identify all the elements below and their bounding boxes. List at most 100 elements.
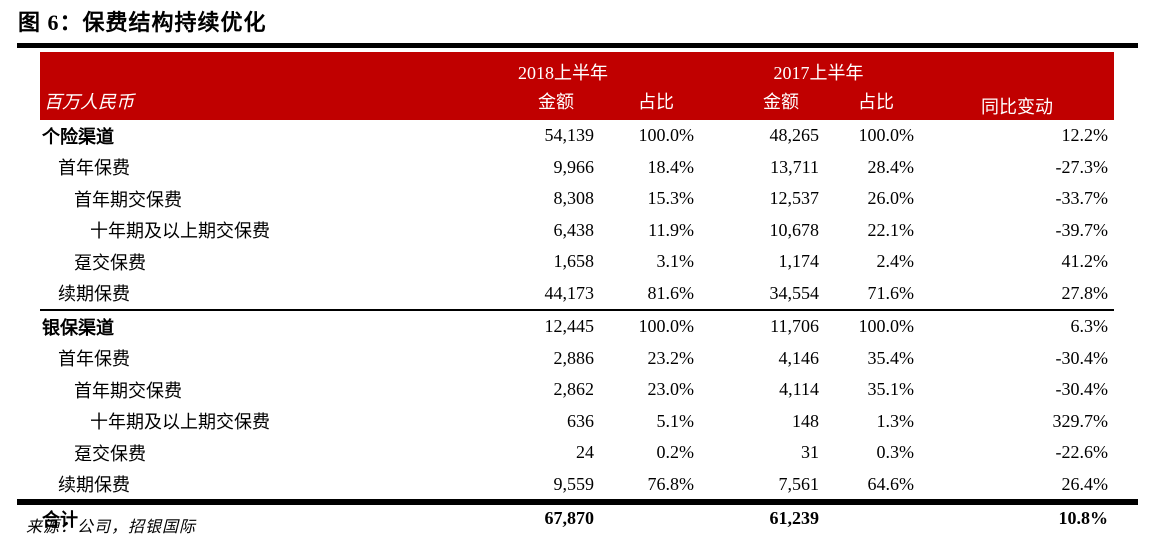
cell-amount-2017h1: 48,265 — [769, 125, 820, 146]
cell-share-2018h1: 100.0% — [600, 309, 700, 343]
table-row: 续期保费 9,559 76.8% 7,561 64.6% 26.4% — [40, 469, 1114, 502]
table-header: 2018上半年 2017上半年 同比变动 百万人民币 金额 占比 金额 占比 — [40, 52, 1114, 120]
premium-structure-table: 2018上半年 2017上半年 同比变动 百万人民币 金额 占比 金额 占比 个… — [40, 52, 1114, 535]
cell-yoy-change: -30.4% — [1055, 379, 1109, 400]
cell-amount-2017h1: 148 — [792, 410, 819, 431]
cell-yoy-change: -27.3% — [1055, 156, 1109, 177]
cell-share-2018h1: 5.1% — [656, 410, 695, 431]
cell-share-2017h1: 28.4% — [867, 156, 915, 177]
cell-share-2018h1: 15.3% — [647, 188, 695, 209]
header-spacer — [40, 52, 440, 86]
unit-label: 百万人民币 — [40, 86, 440, 120]
cell-share-2018h1: 23.2% — [647, 347, 695, 368]
cell-yoy-change: 6.3% — [920, 309, 1114, 343]
row-label: 续期保费 — [58, 475, 130, 496]
cell-amount-2017h1: 4,114 — [779, 379, 819, 400]
row-label: 十年期及以上期交保费 — [90, 412, 270, 433]
row-label: 首年期交保费 — [74, 189, 182, 210]
header-sub-row: 百万人民币 金额 占比 金额 占比 — [40, 86, 1114, 120]
cell-amount-2017h1: 10,678 — [769, 219, 820, 240]
table-body: 个险渠道 54,139 100.0% 48,265 100.0% 12.2% 首… — [40, 120, 1114, 535]
row-label: 十年期及以上期交保费 — [90, 221, 270, 242]
cell-yoy-change: 329.7% — [1052, 410, 1109, 431]
cell-share-2017h1: 100.0% — [825, 309, 920, 343]
cell-amount-2017h1: 7,561 — [778, 473, 820, 494]
cell-share-2018h1: 3.1% — [656, 251, 695, 272]
cell-amount-2017h1: 12,537 — [769, 188, 820, 209]
cell-share-2017h1: 100.0% — [858, 125, 915, 146]
row-label: 续期保费 — [58, 284, 130, 305]
cell-share-2017h1: 35.1% — [867, 379, 915, 400]
cell-yoy-change: -22.6% — [1055, 442, 1109, 463]
cell-amount-2018h1: 12,445 — [440, 309, 600, 343]
cell-amount-2017h1: 11,706 — [700, 309, 825, 343]
cell-amount-2017h1: 13,711 — [770, 156, 819, 177]
cell-amount-2018h1: 67,870 — [440, 500, 600, 535]
row-label: 趸交保费 — [74, 443, 146, 464]
title-underline — [17, 43, 1138, 48]
cell-share-2017h1: 2.4% — [876, 251, 915, 272]
cell-amount-2017h1: 31 — [801, 442, 819, 463]
table-row: 首年期交保费 2,862 23.0% 4,114 35.1% -30.4% — [40, 374, 1114, 406]
row-label: 首年保费 — [58, 158, 130, 179]
table-row: 银保渠道 12,445 100.0% 11,706 100.0% 6.3% — [40, 309, 1114, 343]
cell-share-2018h1: 11.9% — [648, 219, 694, 240]
row-label: 首年保费 — [58, 349, 130, 370]
cell-amount-2018h1: 1,658 — [553, 251, 595, 272]
header-group-2017h1: 2017上半年 — [700, 52, 920, 86]
table-row: 十年期及以上期交保费 6,438 11.9% 10,678 22.1% -39.… — [40, 215, 1114, 247]
cell-share-2018h1: 23.0% — [647, 379, 695, 400]
cell-share-2018h1: 100.0% — [638, 125, 695, 146]
row-label: 首年期交保费 — [74, 380, 182, 401]
row-label: 银保渠道 — [40, 309, 440, 343]
cell-amount-2018h1: 636 — [567, 410, 594, 431]
cell-amount-2017h1: 34,554 — [769, 282, 820, 303]
cell-share-2017h1: 1.3% — [876, 410, 915, 431]
cell-amount-2017h1: 4,146 — [778, 347, 820, 368]
table-row: 个险渠道 54,139 100.0% 48,265 100.0% 12.2% — [40, 120, 1114, 152]
cell-share-2018h1: 76.8% — [647, 473, 695, 494]
table-row: 合计 67,870 61,239 10.8% — [40, 500, 1114, 535]
cell-amount-2018h1: 6,438 — [553, 219, 595, 240]
table-row: 续期保费 44,173 81.6% 34,554 71.6% 27.8% — [40, 278, 1114, 311]
cell-amount-2018h1: 9,559 — [553, 473, 595, 494]
header-group-2018h1: 2018上半年 — [440, 52, 700, 86]
cell-yoy-change: 10.8% — [920, 500, 1114, 535]
table-row: 首年保费 2,886 23.2% 4,146 35.4% -30.4% — [40, 343, 1114, 375]
table-row: 首年期交保费 8,308 15.3% 12,537 26.0% -33.7% — [40, 183, 1114, 215]
cell-yoy-change: -33.7% — [1055, 188, 1109, 209]
cell-share-2018h1: 18.4% — [647, 156, 695, 177]
cell-share-2017h1: 64.6% — [867, 473, 915, 494]
header-group-row: 2018上半年 2017上半年 同比变动 — [40, 52, 1114, 120]
header-share-2017h1: 占比 — [825, 86, 920, 120]
cell-amount-2017h1: 1,174 — [778, 251, 820, 272]
cell-share-2018h1: 81.6% — [647, 282, 695, 303]
header-share-2018h1: 占比 — [600, 86, 700, 120]
table-bottom-rule — [17, 499, 1138, 505]
cell-share-2017h1: 35.4% — [867, 347, 915, 368]
header-amount-2017h1: 金额 — [700, 86, 825, 120]
cell-yoy-change: 12.2% — [1061, 125, 1109, 146]
cell-yoy-change: 27.8% — [1061, 282, 1109, 303]
cell-amount-2018h1: 2,862 — [553, 379, 595, 400]
cell-share-2018h1: 0.2% — [656, 442, 695, 463]
figure-title: 图 6：保费结构持续优化 — [18, 10, 267, 35]
cell-amount-2018h1: 2,886 — [553, 347, 595, 368]
cell-amount-2018h1: 24 — [576, 442, 594, 463]
cell-share-2018h1 — [600, 500, 700, 535]
row-label: 趸交保费 — [74, 252, 146, 273]
cell-amount-2018h1: 44,173 — [544, 282, 595, 303]
cell-share-2017h1: 0.3% — [876, 442, 915, 463]
cell-amount-2017h1: 61,239 — [700, 500, 825, 535]
cell-share-2017h1: 71.6% — [867, 282, 915, 303]
table-row: 十年期及以上期交保费 636 5.1% 148 1.3% 329.7% — [40, 406, 1114, 438]
cell-yoy-change: -39.7% — [1055, 219, 1109, 240]
table-row: 趸交保费 1,658 3.1% 1,174 2.4% 41.2% — [40, 246, 1114, 278]
table-row: 趸交保费 24 0.2% 31 0.3% -22.6% — [40, 437, 1114, 469]
header-amount-2018h1: 金额 — [440, 86, 600, 120]
source-note: 来源：公司，招银国际 — [26, 519, 197, 536]
cell-share-2017h1: 26.0% — [867, 188, 915, 209]
row-label: 个险渠道 — [42, 126, 114, 147]
header-yoy-change: 同比变动 — [920, 52, 1114, 120]
